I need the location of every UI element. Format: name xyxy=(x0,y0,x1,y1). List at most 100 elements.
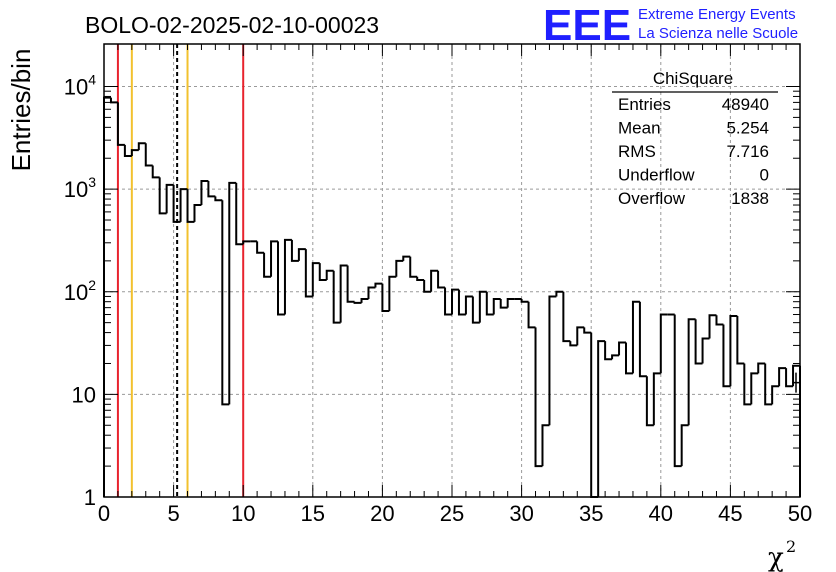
histogram-bin xyxy=(290,239,299,262)
x-axis-label: χ 2 xyxy=(768,537,796,572)
histogram-bin xyxy=(228,181,237,405)
histogram-bin xyxy=(116,102,125,146)
histogram-bin xyxy=(207,180,216,198)
histogram-bin xyxy=(485,291,494,316)
histogram-bin xyxy=(722,324,731,388)
histogram-bin xyxy=(583,327,592,334)
histogram-bin xyxy=(520,298,529,303)
histogram-bin xyxy=(757,362,766,374)
x-tick-labels: 0 5 10 15 20 25 30 35 40 45 50 xyxy=(98,501,812,526)
stats-value: 1838 xyxy=(731,189,769,208)
histogram-bin xyxy=(451,288,459,315)
histogram-bin xyxy=(263,252,272,278)
stats-value: 7.716 xyxy=(726,142,769,161)
histogram-bin xyxy=(492,297,501,315)
eee-logo-mark: EEE xyxy=(543,1,631,50)
histogram-bin xyxy=(611,354,620,360)
x-tick-label: 30 xyxy=(509,501,533,526)
histogram-bin xyxy=(444,287,452,316)
histogram-bin xyxy=(562,291,571,343)
histogram-bin xyxy=(778,367,787,387)
histogram-bin xyxy=(478,290,487,323)
histogram-bin xyxy=(416,276,425,282)
histogram-bin xyxy=(423,280,432,293)
stats-value: 5.254 xyxy=(726,119,769,138)
histogram-bin xyxy=(318,263,327,282)
histogram-bin xyxy=(270,240,278,277)
histogram-bin xyxy=(541,424,550,467)
x-tick-label: 40 xyxy=(649,501,673,526)
x-tick-label: 10 xyxy=(231,501,255,526)
histogram-bin xyxy=(576,326,585,346)
histogram-bin xyxy=(256,241,265,254)
stats-value: 48940 xyxy=(722,95,769,114)
stats-label: Underflow xyxy=(618,166,695,185)
y-tick-labels: 1 10 102 103 104 xyxy=(64,72,96,511)
histogram-bin xyxy=(687,318,696,426)
x-tick-label: 20 xyxy=(370,501,394,526)
histogram-bin xyxy=(471,296,480,324)
histogram-bin xyxy=(353,301,362,304)
histogram-bin xyxy=(708,314,717,339)
histogram-bin xyxy=(311,262,320,297)
y-tick-label: 104 xyxy=(64,72,96,100)
stats-box: ChiSquare Entries 48940 Mean 5.254 RMS 7.716 U… xyxy=(612,69,778,208)
histogram-bin xyxy=(437,270,446,289)
histogram-bin xyxy=(715,315,724,326)
histogram-bin xyxy=(764,363,773,406)
eee-logo-line1: Extreme Energy Events xyxy=(638,6,796,23)
axis-ticks xyxy=(103,44,801,498)
histogram-bin xyxy=(792,364,800,387)
histogram-bin xyxy=(339,264,348,323)
histogram-bin xyxy=(402,255,411,261)
stats-label: Overflow xyxy=(618,189,686,208)
y-tick-label: 102 xyxy=(64,277,96,305)
histogram-bin xyxy=(631,300,640,374)
histogram-bin xyxy=(430,269,439,292)
histogram-bin xyxy=(597,340,606,497)
overflow-marker xyxy=(792,372,800,393)
histogram-bin xyxy=(381,283,390,312)
x-axis-label-sup: 2 xyxy=(786,537,796,556)
histogram-bin xyxy=(304,249,313,298)
histogram-bin xyxy=(618,341,626,356)
x-tick-label: 35 xyxy=(579,501,603,526)
histogram-bin xyxy=(395,259,404,277)
histogram-bin xyxy=(214,196,223,202)
histogram-bin xyxy=(367,286,376,299)
histogram-bin xyxy=(464,295,473,315)
stats-rows: Entries 48940 Mean 5.254 RMS 7.716 Underflow 0 O… xyxy=(618,95,769,208)
histogram-bin xyxy=(186,189,195,223)
histogram-bin xyxy=(144,143,153,167)
histogram-bin xyxy=(652,372,661,426)
histogram-bin xyxy=(158,177,167,215)
stats-label: Entries xyxy=(618,95,671,114)
x-tick-label: 5 xyxy=(167,501,179,526)
x-tick-label: 25 xyxy=(440,501,464,526)
histogram-bin xyxy=(457,289,466,316)
histogram-bin xyxy=(179,188,188,222)
histogram-bin xyxy=(743,363,752,406)
histogram-bin xyxy=(221,200,230,406)
histogram-bin xyxy=(297,248,306,261)
histogram-bin xyxy=(625,342,633,375)
x-tick-label: 45 xyxy=(718,501,742,526)
histogram-bin xyxy=(235,182,244,246)
x-tick-label: 15 xyxy=(301,501,325,526)
histogram-bin xyxy=(534,327,543,468)
histogram-bin xyxy=(548,295,557,426)
histogram-bin xyxy=(242,240,251,245)
y-axis-label: Entries/bin xyxy=(6,49,36,172)
histogram-bin xyxy=(151,165,160,179)
histogram-bin xyxy=(673,314,682,468)
histogram-bin xyxy=(701,337,710,364)
histogram-bin xyxy=(325,269,334,281)
histogram-bin xyxy=(499,298,508,309)
stats-value: 0 xyxy=(760,166,769,185)
histogram-bin xyxy=(172,184,181,223)
histogram-bin xyxy=(165,183,174,214)
histogram-bin xyxy=(388,275,397,311)
histogram-bin xyxy=(694,319,703,365)
histogram-bin xyxy=(346,265,355,303)
histogram-bin xyxy=(555,290,564,297)
